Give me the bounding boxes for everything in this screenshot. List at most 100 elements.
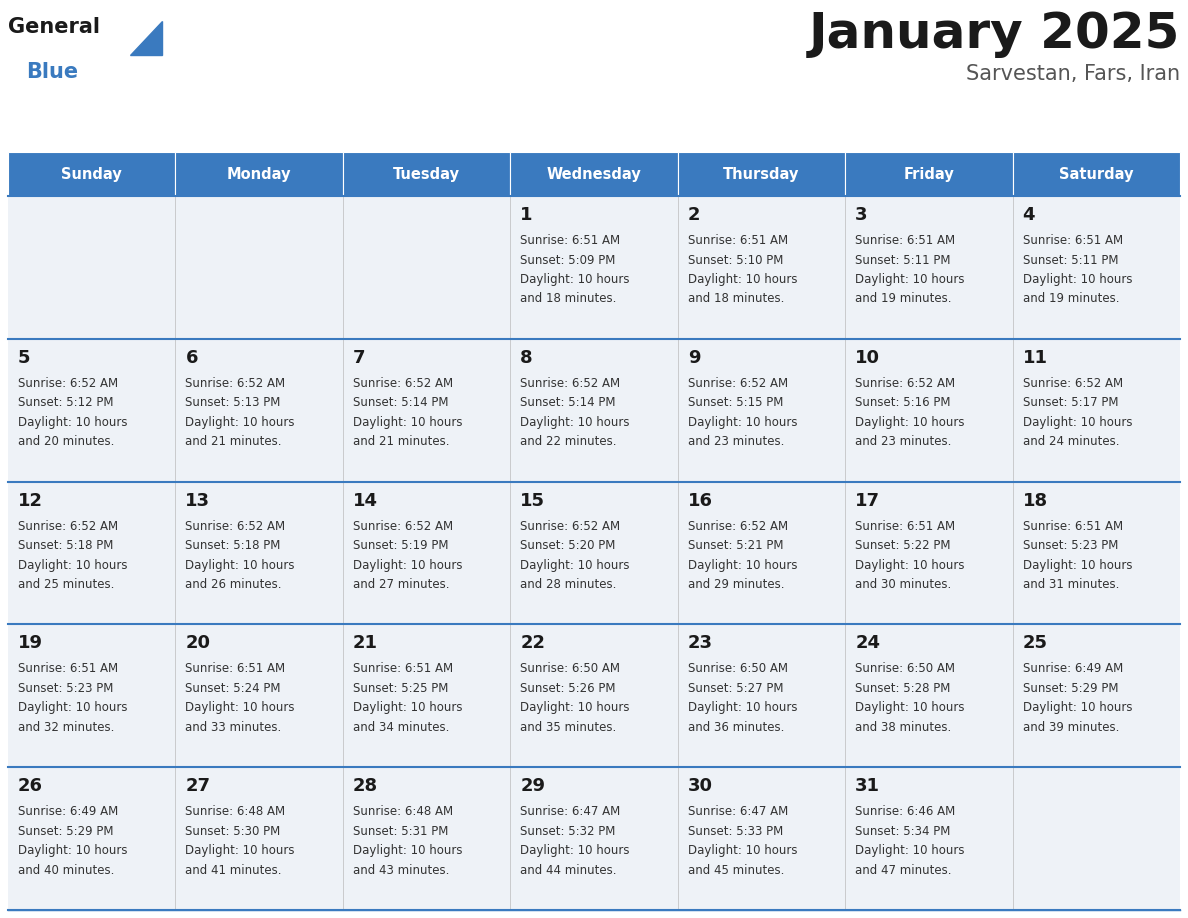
Text: Sunset: 5:14 PM: Sunset: 5:14 PM [520,397,615,409]
Text: 18: 18 [1023,492,1048,509]
Text: and 31 minutes.: and 31 minutes. [1023,578,1119,591]
Bar [511,624,677,767]
Text: Sunset: 5:29 PM: Sunset: 5:29 PM [1023,682,1118,695]
Text: Sunrise: 6:52 AM: Sunrise: 6:52 AM [18,520,118,532]
Text: Sunset: 5:13 PM: Sunset: 5:13 PM [185,397,280,409]
Text: Sunrise: 6:50 AM: Sunrise: 6:50 AM [688,663,788,676]
Bar [1012,339,1180,482]
Bar [845,482,1012,624]
Text: Sunday: Sunday [62,166,122,182]
Text: Sunrise: 6:48 AM: Sunrise: 6:48 AM [353,805,453,818]
Text: Daylight: 10 hours: Daylight: 10 hours [353,845,462,857]
Text: Daylight: 10 hours: Daylight: 10 hours [688,416,797,429]
Text: Daylight: 10 hours: Daylight: 10 hours [520,558,630,572]
Bar [176,767,343,910]
Bar [677,152,845,196]
Text: Sunrise: 6:51 AM: Sunrise: 6:51 AM [855,234,955,247]
Text: Sunrise: 6:49 AM: Sunrise: 6:49 AM [18,805,119,818]
Text: and 44 minutes.: and 44 minutes. [520,864,617,877]
Text: 4: 4 [1023,206,1035,224]
Text: 6: 6 [185,349,198,367]
Text: 28: 28 [353,778,378,795]
Text: Sunrise: 6:52 AM: Sunrise: 6:52 AM [353,520,453,532]
Text: Sunset: 5:21 PM: Sunset: 5:21 PM [688,539,783,552]
Text: 24: 24 [855,634,880,653]
Text: and 27 minutes.: and 27 minutes. [353,578,449,591]
Text: 11: 11 [1023,349,1048,367]
Text: and 19 minutes.: and 19 minutes. [855,293,952,306]
Text: and 40 minutes.: and 40 minutes. [18,864,114,877]
Text: 30: 30 [688,778,713,795]
Bar [677,339,845,482]
Text: Sunrise: 6:47 AM: Sunrise: 6:47 AM [688,805,788,818]
Bar [343,482,511,624]
Text: Daylight: 10 hours: Daylight: 10 hours [688,845,797,857]
Text: Sunrise: 6:52 AM: Sunrise: 6:52 AM [855,376,955,390]
Text: and 25 minutes.: and 25 minutes. [18,578,114,591]
Bar [8,482,176,624]
Text: Sunset: 5:22 PM: Sunset: 5:22 PM [855,539,950,552]
Text: 7: 7 [353,349,366,367]
Text: 2: 2 [688,206,700,224]
Text: and 28 minutes.: and 28 minutes. [520,578,617,591]
Text: Sunset: 5:15 PM: Sunset: 5:15 PM [688,397,783,409]
Bar [511,482,677,624]
Text: 5: 5 [18,349,31,367]
Text: and 34 minutes.: and 34 minutes. [353,721,449,733]
Bar [343,339,511,482]
Text: Daylight: 10 hours: Daylight: 10 hours [520,845,630,857]
Text: and 18 minutes.: and 18 minutes. [688,293,784,306]
Text: Sunrise: 6:52 AM: Sunrise: 6:52 AM [688,520,788,532]
Text: Sunrise: 6:52 AM: Sunrise: 6:52 AM [520,376,620,390]
Text: and 32 minutes.: and 32 minutes. [18,721,114,733]
Text: Sunrise: 6:52 AM: Sunrise: 6:52 AM [185,520,285,532]
Text: 25: 25 [1023,634,1048,653]
Text: Daylight: 10 hours: Daylight: 10 hours [688,558,797,572]
Text: Daylight: 10 hours: Daylight: 10 hours [18,701,127,714]
Text: and 33 minutes.: and 33 minutes. [185,721,282,733]
Text: Daylight: 10 hours: Daylight: 10 hours [1023,273,1132,286]
Text: Daylight: 10 hours: Daylight: 10 hours [18,416,127,429]
Text: Daylight: 10 hours: Daylight: 10 hours [1023,701,1132,714]
Bar [677,482,845,624]
Text: Sunrise: 6:52 AM: Sunrise: 6:52 AM [18,376,118,390]
Text: Daylight: 10 hours: Daylight: 10 hours [855,558,965,572]
Text: Sunset: 5:12 PM: Sunset: 5:12 PM [18,397,114,409]
Text: and 47 minutes.: and 47 minutes. [855,864,952,877]
Text: Wednesday: Wednesday [546,166,642,182]
Bar [677,196,845,339]
Text: and 26 minutes.: and 26 minutes. [185,578,282,591]
Text: Sunset: 5:26 PM: Sunset: 5:26 PM [520,682,615,695]
Text: Sunset: 5:11 PM: Sunset: 5:11 PM [855,253,950,266]
Text: Sunset: 5:14 PM: Sunset: 5:14 PM [353,397,448,409]
Bar [845,152,1012,196]
Text: Sunset: 5:32 PM: Sunset: 5:32 PM [520,824,615,838]
Text: Daylight: 10 hours: Daylight: 10 hours [185,558,295,572]
Text: Sunrise: 6:47 AM: Sunrise: 6:47 AM [520,805,620,818]
Text: Sunrise: 6:51 AM: Sunrise: 6:51 AM [185,663,285,676]
Polygon shape [129,21,162,55]
Text: Sunset: 5:20 PM: Sunset: 5:20 PM [520,539,615,552]
Text: Friday: Friday [904,166,954,182]
Bar [1012,196,1180,339]
Bar [176,482,343,624]
Bar [677,624,845,767]
Text: Sunrise: 6:52 AM: Sunrise: 6:52 AM [185,376,285,390]
Text: Sunrise: 6:51 AM: Sunrise: 6:51 AM [1023,520,1123,532]
Bar [511,767,677,910]
Text: Sunset: 5:10 PM: Sunset: 5:10 PM [688,253,783,266]
Text: 29: 29 [520,778,545,795]
Text: Sunset: 5:30 PM: Sunset: 5:30 PM [185,824,280,838]
Bar [176,339,343,482]
Text: 26: 26 [18,778,43,795]
Text: and 43 minutes.: and 43 minutes. [353,864,449,877]
Text: 23: 23 [688,634,713,653]
Text: Daylight: 10 hours: Daylight: 10 hours [18,558,127,572]
Text: and 21 minutes.: and 21 minutes. [185,435,282,448]
Text: and 19 minutes.: and 19 minutes. [1023,293,1119,306]
Bar [1012,482,1180,624]
Text: Monday: Monday [227,166,291,182]
Text: Daylight: 10 hours: Daylight: 10 hours [353,416,462,429]
Text: and 24 minutes.: and 24 minutes. [1023,435,1119,448]
Text: Daylight: 10 hours: Daylight: 10 hours [855,416,965,429]
